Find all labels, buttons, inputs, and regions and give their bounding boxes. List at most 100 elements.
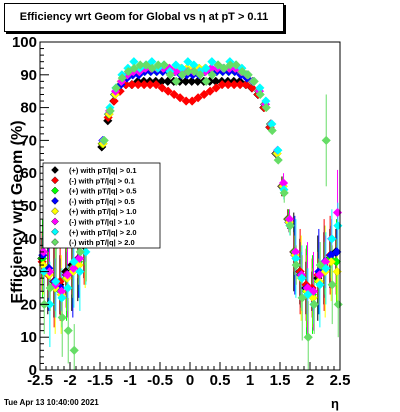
data-point [273,145,283,155]
data-point [273,155,283,165]
legend-marker [51,207,59,216]
legend-label: (+) with pT/|q| > 1.0 [69,207,137,216]
y-tick-label: 50 [20,198,37,215]
data-point [171,76,181,87]
chart-title: Efficiency wrt Geom for Global vs η at p… [4,3,284,32]
legend-marker [51,217,59,226]
data-point [171,60,181,70]
data-point [193,93,203,103]
data-point [231,60,241,70]
legend-marker [51,238,59,246]
data-point [199,89,209,100]
data-point [105,106,115,116]
data-point [68,263,79,273]
data-point [123,66,133,77]
y-axis-label: Efficiency wrt Geom (%) [9,120,26,303]
data-point [285,221,295,231]
data-point [99,135,109,146]
data-point [187,96,197,106]
data-point [213,60,223,70]
legend-label: (-) with pT/|q| > 2.0 [69,238,135,247]
x-tick-label: -2 [63,372,76,389]
data-point [63,283,73,293]
data-point [249,76,259,87]
y-axis: 0 10 20 30 40 50 60 70 80 90 100 [12,34,49,379]
y-tick-label: 0 [29,362,37,379]
data-point [57,293,67,303]
y-tick-label: 100 [12,34,37,51]
x-tick-label: 0 [186,372,194,389]
legend-marker [51,176,59,185]
data-point [255,89,265,100]
x-tick-label: 1.5 [270,372,291,389]
y-tick-label: 20 [20,296,37,313]
legend-marker [51,227,59,236]
data-point [75,266,85,277]
data-point [141,60,151,70]
data-point [332,207,343,218]
data-point [62,270,73,280]
data-point [165,70,175,80]
y-tick-label: 10 [20,329,37,346]
legend-marker [51,186,59,195]
x-tick-label: -1 [123,372,136,389]
y-tick-label: 90 [20,67,37,84]
data-point [303,332,313,342]
data-point [267,125,277,136]
data-point [111,83,121,93]
data-point [177,70,187,80]
y-tick-label: 80 [20,100,37,117]
data-point [321,135,331,146]
data-point [207,57,217,67]
data-point [327,280,337,290]
data-point [297,273,307,283]
data-point [163,86,173,96]
data-point [207,70,217,80]
data-point [117,73,127,83]
x-tick-label: -2.5 [27,372,53,389]
data-point [109,96,119,106]
data-point [219,63,229,73]
legend-box [42,162,161,249]
legend-label: (+) with pT/|q| > 2.0 [69,228,137,237]
y-tick-label: 40 [20,231,37,248]
data-point [51,276,61,287]
legend-marker [51,197,59,205]
data-point [297,293,307,303]
data-point [327,234,337,244]
data-point [333,221,343,231]
data-point [129,63,139,73]
data-point [63,325,73,336]
data-points [37,57,343,355]
data-point [279,188,289,198]
x-tick-label: 2 [306,372,314,389]
data-point [147,63,157,73]
x-tick-label: -1.5 [87,372,113,389]
data-point [315,280,325,290]
legend-label: (-) with pT/|q| > 1.0 [69,218,135,227]
x-tick-label: 1 [246,372,254,389]
data-point [243,70,253,80]
data-point [195,70,205,80]
legend-label: (+) with pT/|q| > 0.5 [69,187,137,196]
data-point [309,299,319,310]
data-point [201,76,211,87]
legend: (+) with pT/|q| > 0.1(-) with pT/|q| > 0… [42,162,161,249]
x-tick-label: 2.5 [330,372,351,389]
x-tick-label: 0.5 [210,372,231,389]
x-axis: -2.5 -2 -1.5 -1 -0.5 0 0.5 1 1.5 2 2.5 [27,362,350,389]
data-point [261,102,271,113]
x-axis-label: η [331,396,339,411]
data-point [211,83,221,93]
data-point [241,79,251,90]
data-point [237,66,247,77]
data-point [57,312,67,323]
data-point [205,86,215,96]
data-point [75,247,85,257]
data-point [69,257,79,267]
data-point [291,260,301,270]
legend-label: (-) with pT/|q| > 0.5 [69,197,135,206]
y-tick-label: 70 [20,132,37,149]
y-tick-label: 60 [20,165,37,182]
